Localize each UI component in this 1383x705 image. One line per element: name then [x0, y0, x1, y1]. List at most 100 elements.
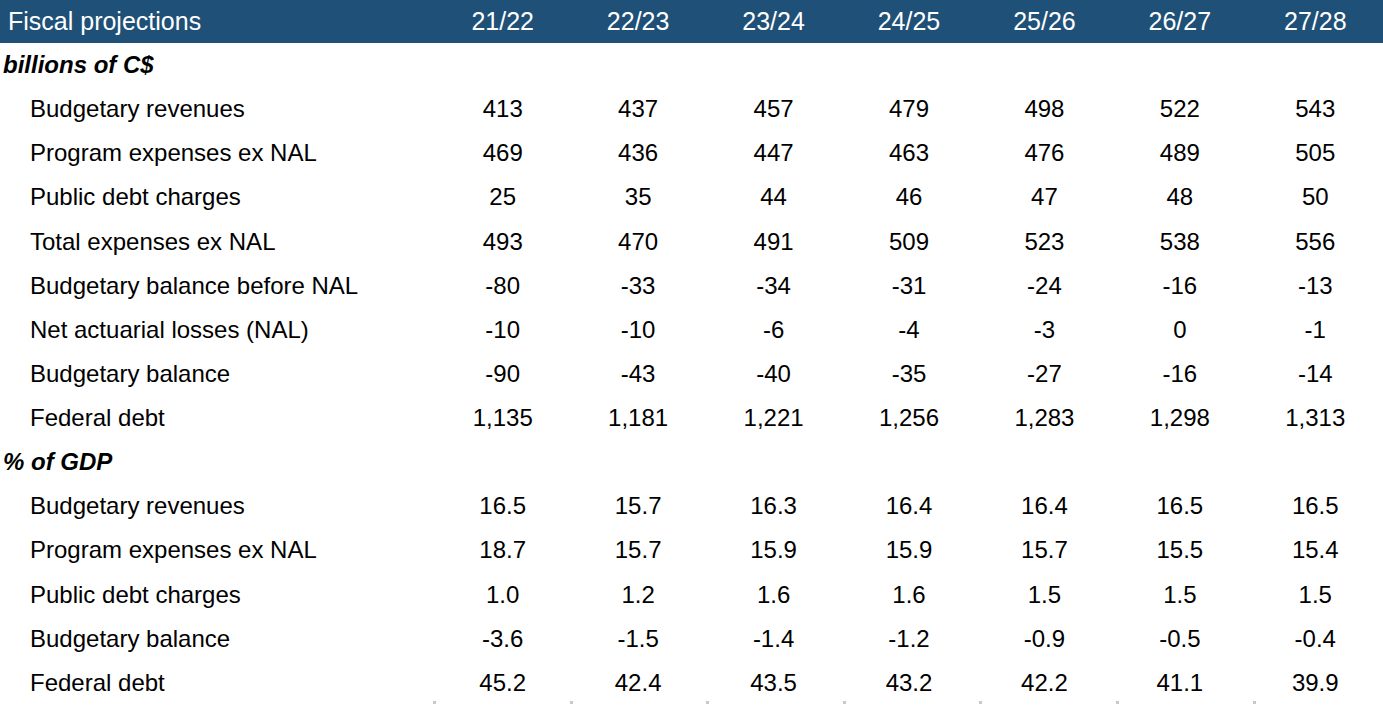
value-cell: 1.6 [841, 581, 976, 609]
value-cell: 457 [706, 95, 841, 123]
table-title: Fiscal projections [0, 7, 435, 36]
value-cell: -10 [570, 316, 705, 344]
row-label: Budgetary balance [0, 360, 435, 388]
table-row: Program expenses ex NAL18.715.715.915.91… [0, 528, 1383, 572]
table-row: Public debt charges1.01.21.61.61.51.51.5 [0, 573, 1383, 617]
value-cell: -14 [1248, 360, 1383, 388]
tick-dot [979, 701, 982, 704]
value-cell: -34 [706, 272, 841, 300]
value-cell: -16 [1112, 360, 1247, 388]
value-cell: 45.2 [435, 669, 570, 697]
value-cell: -80 [435, 272, 570, 300]
column-header-25-26: 25/26 [977, 7, 1112, 36]
value-cell: -13 [1248, 272, 1383, 300]
column-header-23-24: 23/24 [706, 7, 841, 36]
tick-dot [433, 701, 436, 704]
value-cell: 1.5 [1112, 581, 1247, 609]
value-cell: 15.9 [841, 536, 976, 564]
value-cell: 436 [570, 139, 705, 167]
value-cell: 0 [1112, 316, 1247, 344]
section-header-row: % of GDP [0, 440, 1383, 484]
value-cell: -0.4 [1248, 625, 1383, 653]
value-cell: 493 [435, 228, 570, 256]
row-label: Federal debt [0, 669, 435, 697]
value-cell: -31 [841, 272, 976, 300]
value-cell: 1,135 [435, 404, 570, 432]
table-header-row: Fiscal projections 21/22 22/23 23/24 24/… [0, 0, 1383, 43]
table-row: Budgetary revenues16.515.716.316.416.416… [0, 484, 1383, 528]
value-cell: 16.3 [706, 492, 841, 520]
value-cell: 543 [1248, 95, 1383, 123]
value-cell: -33 [570, 272, 705, 300]
value-cell: 50 [1248, 183, 1383, 211]
value-cell: 41.1 [1112, 669, 1247, 697]
value-cell: 15.4 [1248, 536, 1383, 564]
value-cell: 1,181 [570, 404, 705, 432]
value-cell: 35 [570, 183, 705, 211]
tick-dot [1253, 701, 1256, 704]
row-label: Public debt charges [0, 581, 435, 609]
section-header-row: billions of C$ [0, 43, 1383, 87]
column-header-26-27: 26/27 [1112, 7, 1247, 36]
value-cell: 509 [841, 228, 976, 256]
value-cell: -3.6 [435, 625, 570, 653]
value-cell: -3 [977, 316, 1112, 344]
value-cell: -16 [1112, 272, 1247, 300]
value-cell: 15.7 [977, 536, 1112, 564]
value-cell: 42.4 [570, 669, 705, 697]
column-header-21-22: 21/22 [435, 7, 570, 36]
value-cell: 16.4 [977, 492, 1112, 520]
value-cell: 44 [706, 183, 841, 211]
value-cell: 476 [977, 139, 1112, 167]
table-row: Public debt charges25354446474850 [0, 175, 1383, 219]
table-row: Federal debt45.242.443.543.242.241.139.9 [0, 661, 1383, 705]
value-cell: 15.9 [706, 536, 841, 564]
value-cell: 1,283 [977, 404, 1112, 432]
row-label: Public debt charges [0, 183, 435, 211]
value-cell: 16.5 [1112, 492, 1247, 520]
value-cell: 1.2 [570, 581, 705, 609]
value-cell: -1.2 [841, 625, 976, 653]
value-cell: -43 [570, 360, 705, 388]
table-row: Program expenses ex NAL46943644746347648… [0, 131, 1383, 175]
value-cell: 479 [841, 95, 976, 123]
value-cell: 522 [1112, 95, 1247, 123]
value-cell: -6 [706, 316, 841, 344]
value-cell: 15.7 [570, 492, 705, 520]
column-header-24-25: 24/25 [841, 7, 976, 36]
value-cell: -90 [435, 360, 570, 388]
value-cell: 48 [1112, 183, 1247, 211]
value-cell: -35 [841, 360, 976, 388]
value-cell: -27 [977, 360, 1112, 388]
value-cell: -1.5 [570, 625, 705, 653]
table-row: Budgetary balance-90-43-40-35-27-16-14 [0, 352, 1383, 396]
row-label: Program expenses ex NAL [0, 139, 435, 167]
value-cell: 498 [977, 95, 1112, 123]
value-cell: 523 [977, 228, 1112, 256]
value-cell: 505 [1248, 139, 1383, 167]
row-label: Federal debt [0, 404, 435, 432]
value-cell: 16.4 [841, 492, 976, 520]
value-cell: 1,298 [1112, 404, 1247, 432]
tick-dot [570, 701, 573, 704]
value-cell: 15.5 [1112, 536, 1247, 564]
value-cell: 18.7 [435, 536, 570, 564]
table-row: Budgetary balance before NAL-80-33-34-31… [0, 264, 1383, 308]
column-header-27-28: 27/28 [1248, 7, 1383, 36]
value-cell: 538 [1112, 228, 1247, 256]
table-body: billions of C$Budgetary revenues41343745… [0, 43, 1383, 705]
value-cell: -24 [977, 272, 1112, 300]
value-cell: 1,313 [1248, 404, 1383, 432]
fiscal-projections-table: Fiscal projections 21/22 22/23 23/24 24/… [0, 0, 1383, 705]
value-cell: -10 [435, 316, 570, 344]
clipped-next-row-artifacts [0, 700, 1383, 705]
value-cell: 1,256 [841, 404, 976, 432]
value-cell: -0.5 [1112, 625, 1247, 653]
value-cell: 43.2 [841, 669, 976, 697]
row-label: Budgetary revenues [0, 95, 435, 123]
value-cell: 437 [570, 95, 705, 123]
value-cell: 1.6 [706, 581, 841, 609]
table-row: Total expenses ex NAL4934704915095235385… [0, 220, 1383, 264]
value-cell: 16.5 [435, 492, 570, 520]
row-label: Budgetary balance [0, 625, 435, 653]
